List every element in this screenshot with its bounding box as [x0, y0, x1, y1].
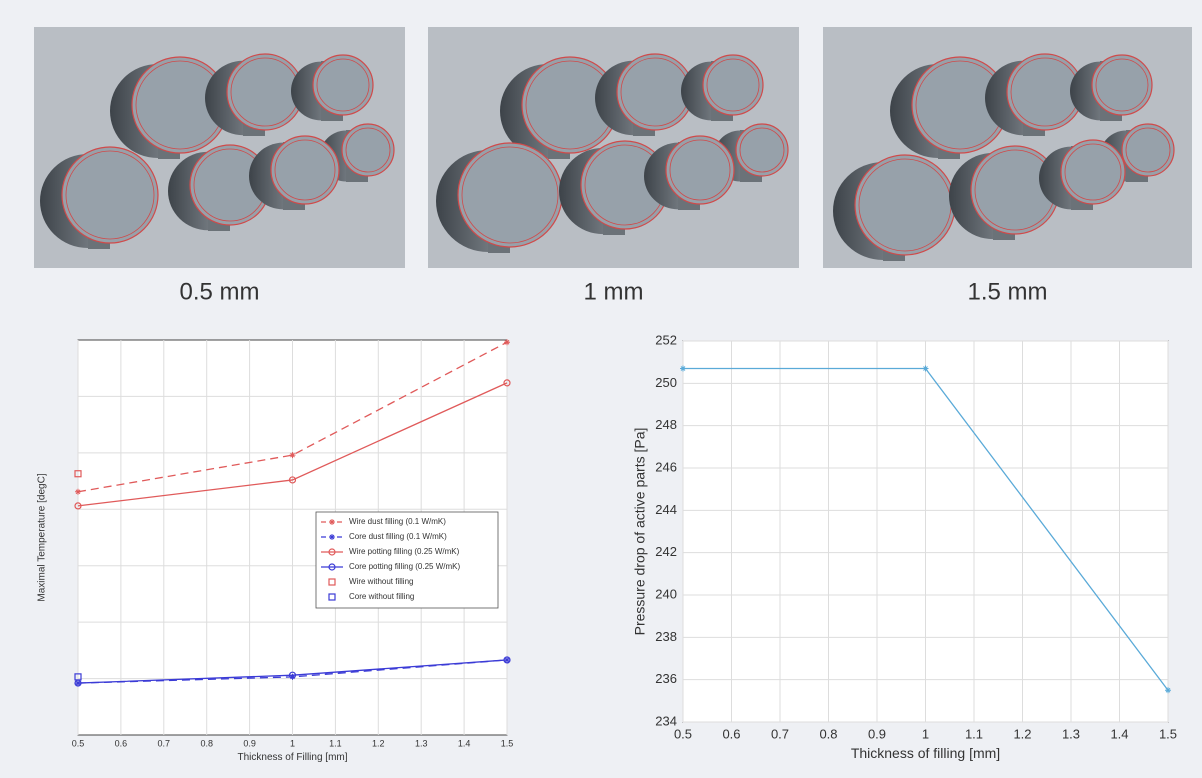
temperature-chart: 0.5 0.6 0.7 0.8 0.9 1 1.1 1.2 1.3 1.4 1.5 Thickness… [37, 339, 514, 763]
renders: 0.5 mm 1 mm 1.5 mm [34, 27, 1192, 305]
legend-label: Wire potting filling (0.25 W/mK) [349, 547, 460, 556]
wire-end [1061, 140, 1125, 204]
x-tick-label: 1.3 [1062, 726, 1080, 741]
wire-end [736, 124, 788, 176]
x-tick-label: 1 [290, 738, 295, 748]
x-tick-label: 0.6 [722, 726, 740, 741]
x-tick-label: 0.6 [115, 738, 128, 748]
y-axis-label: Pressure drop of active parts [Pa] [632, 428, 648, 636]
y-tick-label: 244 [655, 502, 677, 517]
render-caption: 1 mm [584, 278, 644, 305]
x-tick-label: 0.7 [771, 726, 789, 741]
wire-end [855, 155, 955, 255]
render-caption: 0.5 mm [179, 278, 259, 305]
x-tick-label: 0.5 [674, 726, 692, 741]
wire-end [342, 124, 394, 176]
y-tick-label: 236 [655, 671, 677, 686]
y-tick-label: 250 [655, 375, 677, 390]
x-tick-label: 0.9 [868, 726, 886, 741]
wire-end [1122, 124, 1174, 176]
x-axis-label: Thickness of filling [mm] [851, 745, 1000, 761]
x-tick-label: 1.5 [501, 738, 514, 748]
wire-end [271, 136, 339, 204]
wire-end [1092, 55, 1152, 115]
x-tick-label: 0.9 [243, 738, 256, 748]
x-tick-label: 0.7 [158, 738, 171, 748]
render-caption: 1.5 mm [967, 278, 1047, 305]
x-tick-label: 1.5 [1159, 726, 1177, 741]
wire-end [666, 136, 734, 204]
y-tick-label: 246 [655, 459, 677, 474]
legend-label: Wire without filling [349, 577, 413, 586]
y-tick-label: 240 [655, 586, 677, 601]
x-tick-label: 1 [922, 726, 929, 741]
x-tick-label: 1.4 [458, 738, 471, 748]
wire-end [458, 143, 562, 247]
legend-label: Wire dust filling (0.1 W/mK) [349, 517, 446, 526]
x-tick-label: 1.1 [329, 738, 342, 748]
wire-end [703, 55, 763, 115]
x-tick-label: 1.3 [415, 738, 428, 748]
y-tick-label: 248 [655, 417, 677, 432]
x-tick-label: 1.1 [965, 726, 983, 741]
y-axis-label: Maximal Temperature [degC] [37, 473, 48, 601]
x-tick-label: 1.4 [1110, 726, 1128, 741]
pressure-chart: 0.5 0.6 0.7 0.8 0.9 1 1.1 1.2 1.3 1.4 1.5 234 236 238… [632, 332, 1177, 761]
x-tick-label: 0.8 [819, 726, 837, 741]
x-tick-label: 1.2 [1013, 726, 1031, 741]
figure: 0.5 mm 1 mm 1.5 mm 0.5 0.6 0.7 0.8 0.9 1 1.1 1.2 1… [0, 0, 1202, 778]
legend-label: Core without filling [349, 592, 414, 601]
legend-label: Core potting filling (0.25 W/mK) [349, 562, 460, 571]
x-tick-label: 0.5 [72, 738, 85, 748]
y-tick-label: 242 [655, 544, 677, 559]
x-tick-label: 1.2 [372, 738, 385, 748]
y-tick-label: 234 [655, 713, 677, 728]
x-axis-label: Thickness of Filling [mm] [237, 752, 347, 763]
wire-end [62, 147, 158, 243]
legend-label: Core dust filling (0.1 W/mK) [349, 532, 447, 541]
y-tick-label: 238 [655, 629, 677, 644]
x-tick-label: 0.8 [200, 738, 213, 748]
y-tick-label: 252 [655, 332, 677, 347]
wire-end [313, 55, 373, 115]
